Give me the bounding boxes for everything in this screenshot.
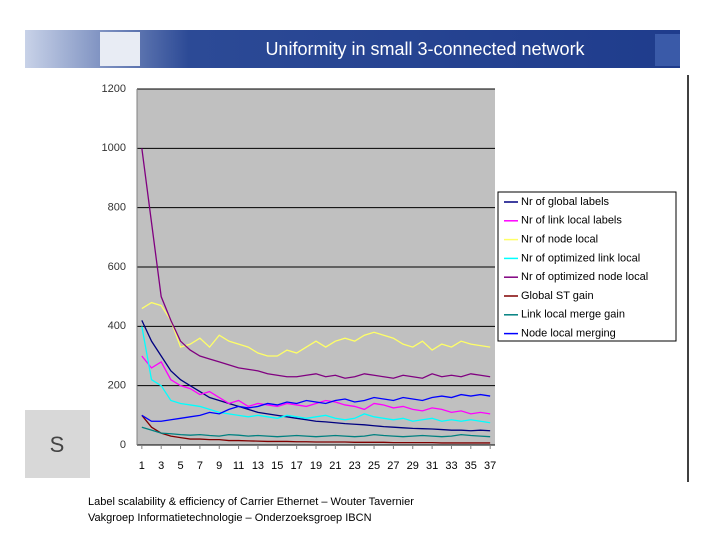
x-tick-label: 15: [271, 460, 283, 472]
x-tick-label: 29: [407, 460, 419, 472]
y-tick-label: 400: [108, 320, 126, 332]
x-tick-label: 19: [310, 460, 322, 472]
legend-label: Link local merge gain: [521, 309, 625, 321]
x-tick-label: 27: [387, 460, 399, 472]
x-tick-label: 5: [177, 460, 183, 472]
y-tick-label: 800: [108, 202, 126, 214]
series-line: [141, 426, 491, 438]
y-tick-label: 0: [120, 439, 126, 451]
x-tick-label: 9: [216, 460, 222, 472]
y-tick-label: 1000: [102, 142, 126, 154]
legend-label: Nr of optimized link local: [521, 252, 640, 264]
x-tick-label: 33: [445, 460, 457, 472]
x-tick-label: 7: [197, 460, 203, 472]
sidebar-box: [25, 410, 90, 478]
x-tick-label: 11: [233, 460, 244, 472]
legend-label: Nr of link local labels: [521, 215, 622, 227]
y-tick-label: 200: [108, 380, 126, 392]
x-tick-label: 25: [368, 460, 380, 472]
legend-label: Nr of optimized node local: [521, 271, 648, 283]
x-tick-label: 21: [329, 460, 341, 472]
slide-title: Uniformity in small 3-connected network: [265, 39, 585, 59]
y-tick-label: 1200: [102, 83, 126, 95]
x-tick-label: 37: [484, 460, 496, 472]
legend-label: Nr of node local: [521, 234, 598, 246]
x-tick-label: 31: [426, 460, 438, 472]
x-tick-label: 35: [465, 460, 477, 472]
series-line: [141, 355, 491, 415]
series-line: [141, 326, 491, 424]
legend-box: [497, 191, 677, 342]
series-line: [141, 148, 491, 379]
sidebar-letter: S: [50, 432, 65, 457]
series-line: [141, 414, 491, 444]
x-tick-label: 1: [139, 460, 145, 472]
legend-label: Nr of global labels: [521, 196, 610, 208]
footer-line: Label scalability & efficiency of Carrie…: [88, 496, 414, 508]
series-line: [141, 301, 491, 357]
legend-label: Global ST gain: [521, 290, 594, 302]
logo-left: [100, 32, 140, 66]
x-tick-label: 23: [349, 460, 361, 472]
footer-line: Vakgroep Informatietechnologie – Onderzo…: [88, 512, 372, 524]
series-line: [141, 320, 491, 432]
logo-right: [655, 34, 680, 66]
x-tick-label: 17: [291, 460, 303, 472]
x-tick-label: 13: [252, 460, 264, 472]
series-line: [141, 393, 491, 422]
y-tick-label: 600: [108, 261, 126, 273]
legend-label: Node local merging: [521, 328, 616, 340]
x-tick-label: 3: [158, 460, 164, 472]
